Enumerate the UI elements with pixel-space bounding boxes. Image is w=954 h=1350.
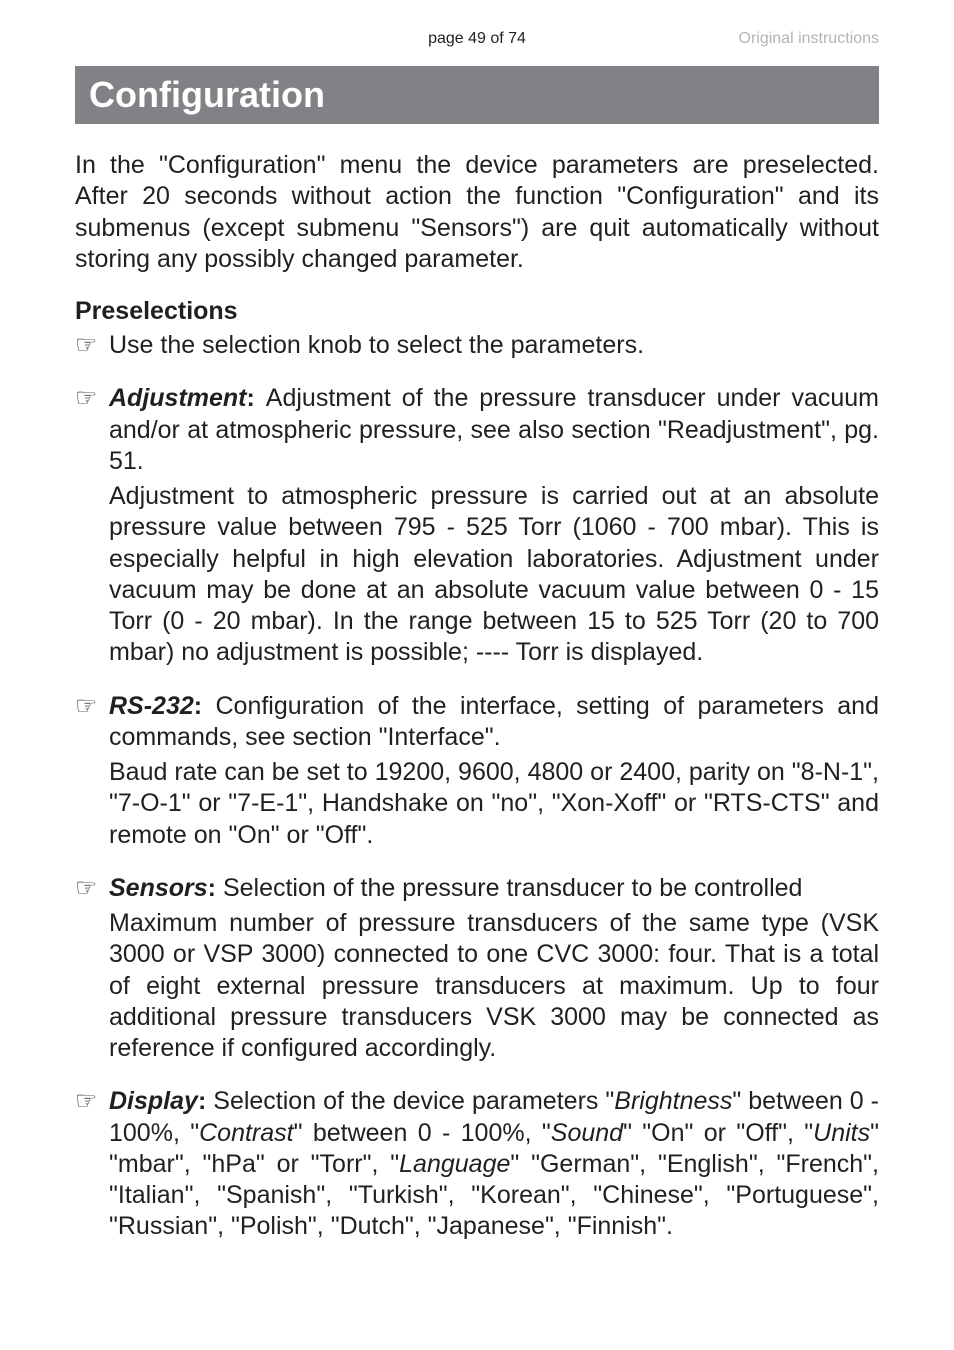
display-seg2: " between 0 - 100%, " — [294, 1119, 551, 1147]
page-number: page 49 of 74 — [428, 30, 526, 48]
bullet-rs232: ☞ RS-232: Configuration of the interface… — [75, 691, 879, 754]
adjustment-continuation: Adjustment to atmospheric pressure is ca… — [109, 481, 879, 669]
sensors-text: Selection of the pressure transducer to … — [223, 874, 803, 902]
adjustment-label: Adjustment — [109, 384, 247, 412]
display-sound: Sound — [551, 1119, 623, 1147]
bullet-adjustment: ☞ Adjustment: Adjustment of the pressure… — [75, 383, 879, 477]
bullet-use-selection: ☞ Use the selection knob to select the p… — [75, 330, 879, 361]
display-language: Language — [399, 1150, 510, 1178]
header-right-text: Original instructions — [739, 30, 880, 48]
display-pre: Selection of the device parameters " — [213, 1087, 614, 1115]
rs232-colon: : — [194, 692, 216, 720]
intro-paragraph: In the "Configuration" menu the device p… — [75, 150, 879, 275]
pointer-icon: ☞ — [75, 1086, 109, 1242]
pointer-icon: ☞ — [75, 383, 109, 477]
bullet-display: ☞ Display: Selection of the device param… — [75, 1086, 879, 1242]
sensors-continuation: Maximum number of pressure transducers o… — [109, 908, 879, 1064]
pointer-icon: ☞ — [75, 330, 109, 361]
bullet-use-selection-text: Use the selection knob to select the par… — [109, 330, 879, 361]
preselections-heading: Preselections — [75, 297, 879, 326]
sensors-label: Sensors — [109, 874, 208, 902]
display-seg3: " "On" or "Off", " — [623, 1119, 813, 1147]
display-brightness: Brightness — [614, 1087, 732, 1115]
rs232-continuation: Baud rate can be set to 19200, 9600, 480… — [109, 757, 879, 851]
rs232-label: RS-232 — [109, 692, 194, 720]
bullet-rs232-body: RS-232: Configuration of the interface, … — [109, 691, 879, 754]
display-units: Units — [813, 1119, 870, 1147]
sensors-colon: : — [208, 874, 223, 902]
bullet-sensors: ☞ Sensors: Selection of the pressure tra… — [75, 873, 879, 904]
bullet-adjustment-body: Adjustment: Adjustment of the pressure t… — [109, 383, 879, 477]
page-header: page 49 of 74 Original instructions — [75, 30, 879, 48]
pointer-icon: ☞ — [75, 691, 109, 754]
display-label: Display — [109, 1087, 198, 1115]
pointer-icon: ☞ — [75, 873, 109, 904]
display-contrast: Contrast — [199, 1119, 293, 1147]
bullet-display-body: Display: Selection of the device paramet… — [109, 1086, 879, 1242]
section-banner: Configuration — [75, 66, 879, 124]
adjustment-colon: : — [247, 384, 266, 412]
display-colon: : — [198, 1087, 213, 1115]
page-container: page 49 of 74 Original instructions Conf… — [0, 0, 954, 1350]
rs232-text: Configuration of the interface, setting … — [109, 692, 879, 751]
bullet-sensors-body: Sensors: Selection of the pressure trans… — [109, 873, 879, 904]
